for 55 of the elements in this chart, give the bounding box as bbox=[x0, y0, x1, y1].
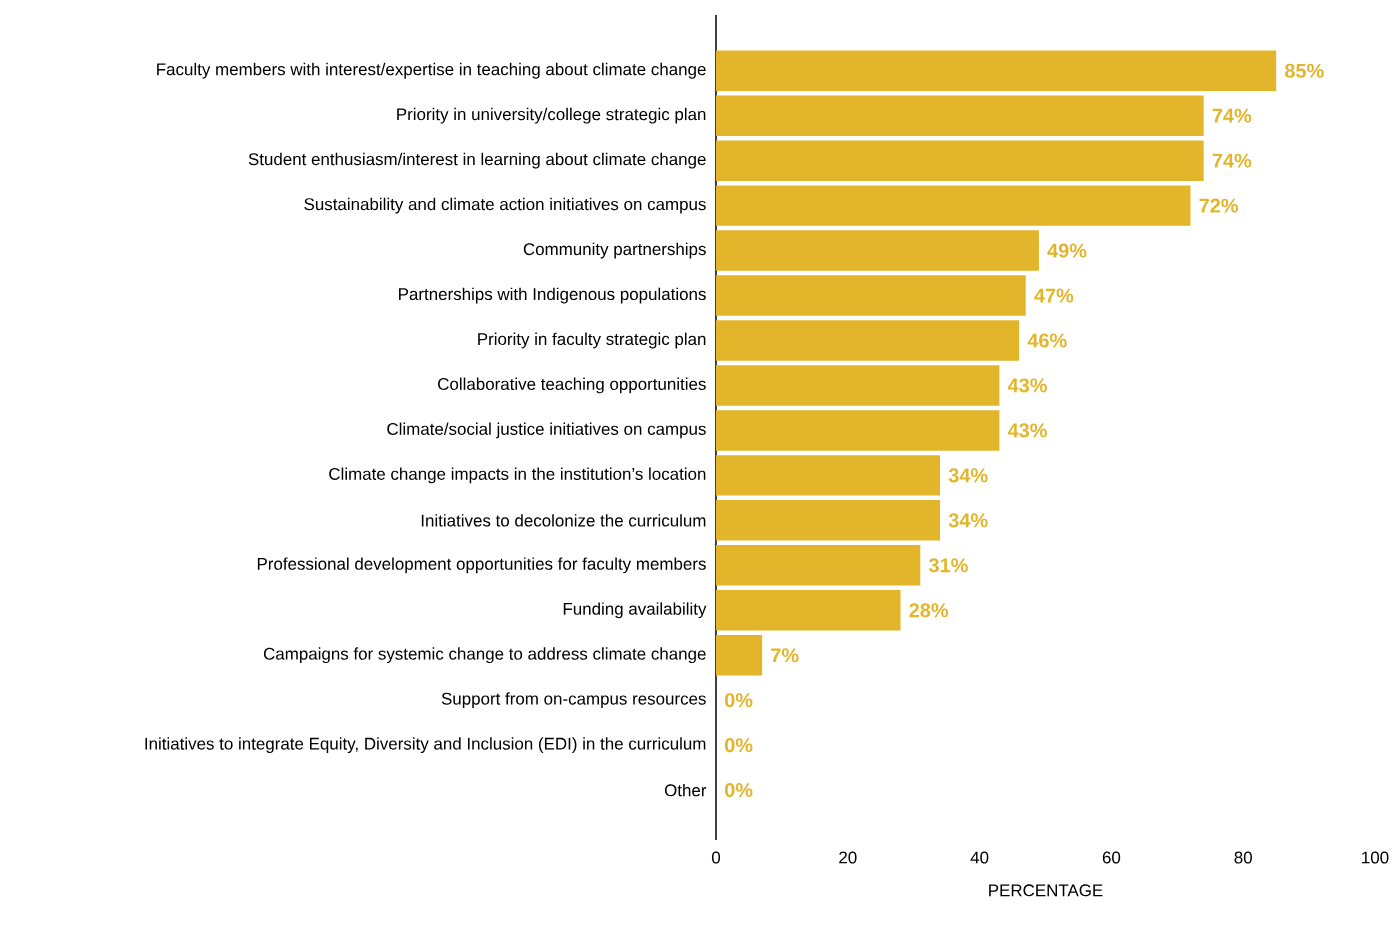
y-tick-label: Priority in faculty strategic plan bbox=[478, 332, 706, 349]
bar bbox=[716, 590, 901, 631]
bar bbox=[716, 230, 1039, 271]
x-tick-label: 20 bbox=[839, 851, 857, 864]
data-label: 47% bbox=[1034, 288, 1074, 303]
y-tick-label: Funding availability bbox=[563, 602, 707, 619]
y-tick-label: Professional development opportunities for faculty members bbox=[257, 557, 706, 574]
x-axis-title: PERCENTAGE bbox=[989, 884, 1103, 897]
bar bbox=[716, 365, 1000, 406]
bar bbox=[716, 95, 1204, 136]
y-tick-label: Support from on-campus resources bbox=[441, 692, 706, 709]
data-label: 43% bbox=[1007, 378, 1047, 393]
y-tick-label: Initiatives to decolonize the curriculum bbox=[421, 514, 706, 527]
y-tick-label: Sustainability and climate action initiatives on campus bbox=[304, 197, 706, 214]
bar bbox=[716, 320, 1020, 361]
data-label: 34% bbox=[948, 513, 988, 528]
y-tick-label: Community partnerships bbox=[523, 242, 706, 259]
y-tick-label: Campaigns for systemic change to address climate change bbox=[263, 647, 706, 664]
y-tick-label: Priority in university/college strategic plan bbox=[397, 107, 706, 124]
bar bbox=[716, 545, 921, 586]
data-label: 0% bbox=[724, 738, 753, 753]
x-tick-label: 100 bbox=[1362, 851, 1389, 864]
data-label: 43% bbox=[1007, 423, 1047, 438]
data-label: 72% bbox=[1199, 198, 1239, 213]
data-label: 49% bbox=[1047, 243, 1087, 258]
data-label: 85% bbox=[1284, 63, 1324, 78]
data-label: 74% bbox=[1212, 153, 1252, 168]
y-tick-label: Collaborative teaching opportunities bbox=[438, 377, 706, 394]
bar bbox=[716, 50, 1277, 91]
y-tick-label: Climate change impacts in the institution’s location bbox=[329, 467, 706, 484]
y-tick-label: Initiatives to integrate Equity, Diversity and Inclusion (EDI) in the curriculum bbox=[145, 737, 706, 754]
x-tick-label: 0 bbox=[711, 851, 721, 864]
y-tick-label: Other bbox=[664, 783, 707, 797]
bar bbox=[716, 455, 941, 496]
bar bbox=[716, 500, 941, 541]
x-tick-label: 60 bbox=[1102, 851, 1121, 864]
y-tick-label: Student enthusiasm/interest in learning about climate change bbox=[248, 152, 706, 169]
x-tick-label: 40 bbox=[970, 851, 989, 864]
data-label: 31% bbox=[928, 558, 968, 573]
y-tick-label: Climate/social justice initiatives on campus bbox=[387, 422, 706, 439]
x-tick-label: 80 bbox=[1234, 851, 1252, 864]
bar bbox=[716, 410, 1000, 451]
data-label: 28% bbox=[909, 603, 949, 618]
data-label: 74% bbox=[1212, 108, 1252, 123]
data-label: 0% bbox=[724, 693, 753, 708]
y-tick-label: Partnerships with Indigenous populations bbox=[399, 287, 706, 304]
data-label: 0% bbox=[724, 783, 753, 798]
bar bbox=[716, 185, 1191, 226]
bar bbox=[716, 275, 1026, 316]
y-tick-label: Faculty members with interest/expertise in teaching about climate change bbox=[157, 62, 706, 79]
data-label: 7% bbox=[771, 648, 799, 663]
bar bbox=[716, 140, 1204, 181]
data-label: 46% bbox=[1027, 333, 1067, 348]
bar bbox=[716, 634, 763, 676]
data-label: 34% bbox=[948, 468, 988, 483]
